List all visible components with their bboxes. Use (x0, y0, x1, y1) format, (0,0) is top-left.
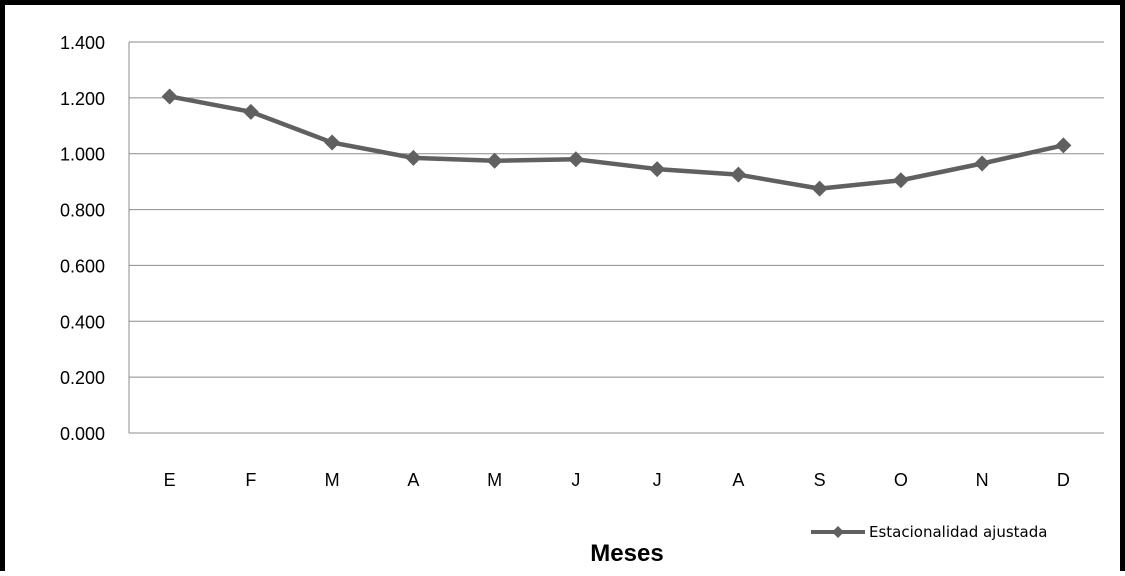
y-tick-label: 1.400 (60, 33, 105, 53)
data-point (161, 88, 178, 105)
data-point (892, 172, 909, 189)
x-tick-label: D (1057, 470, 1070, 490)
data-point (1055, 137, 1072, 154)
y-tick-label: 1.200 (60, 89, 105, 109)
x-tick-label: J (653, 470, 662, 490)
legend-marker-icon (832, 526, 844, 538)
data-point (730, 166, 747, 183)
x-axis-title: Meses (590, 540, 663, 567)
data-point (486, 152, 503, 169)
data-point (567, 151, 584, 168)
x-tick-label: M (487, 470, 502, 490)
gridlines (129, 41, 1104, 378)
x-tick-label: S (814, 470, 826, 490)
y-tick-label: 0.200 (60, 368, 105, 388)
y-tick-label: 0.600 (60, 256, 105, 276)
data-point (811, 180, 828, 197)
legend: Estacionalidad ajustada (811, 523, 1047, 541)
data-point (324, 134, 341, 151)
x-tick-label: O (894, 470, 908, 490)
y-tick-labels: 0.000 0.200 0.400 0.600 0.800 1.000 1.200 1.400 (60, 33, 105, 444)
data-point (649, 161, 666, 178)
axes (128, 42, 1104, 434)
y-tick-label: 0.400 (60, 312, 105, 332)
line-chart: 0.000 0.200 0.400 0.600 0.800 1.000 1.200 1.400… (60, 33, 1104, 567)
x-tick-label: A (732, 470, 744, 490)
x-tick-label: F (245, 470, 256, 490)
x-tick-label: M (325, 470, 340, 490)
data-point (405, 149, 422, 166)
y-tick-label: 0.800 (60, 201, 105, 221)
x-tick-label: N (976, 470, 989, 490)
legend-label: Estacionalidad ajustada (869, 523, 1047, 541)
series (161, 88, 1072, 197)
data-point (974, 155, 991, 172)
y-tick-label: 0.000 (60, 424, 105, 444)
x-tick-label: E (164, 470, 176, 490)
y-tick-label: 1.000 (60, 145, 105, 165)
x-tick-label: J (571, 470, 580, 490)
series-line (169, 94, 1064, 191)
x-tick-label: A (407, 470, 419, 490)
data-point (242, 103, 259, 120)
